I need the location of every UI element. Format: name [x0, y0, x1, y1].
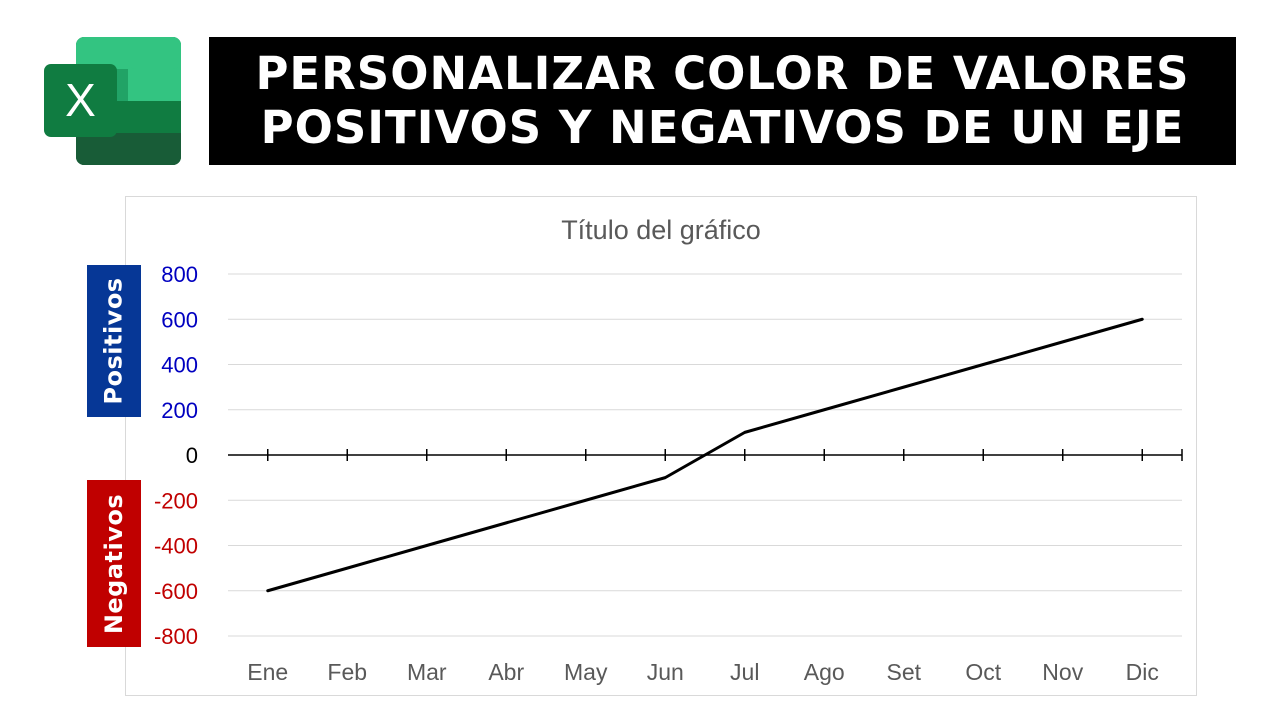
- x-axis-tick-labels: Ene Feb Mar Abr May Jun Jul Ago Set Oct Nov Dic: [247, 659, 1159, 685]
- y-tick-label: -800: [154, 624, 198, 649]
- negative-values-label: Negativos: [87, 480, 141, 647]
- x-tick-label: Jul: [730, 659, 759, 685]
- gridlines: [228, 273, 1182, 637]
- x-tick-label: Set: [886, 659, 921, 685]
- x-tick-label: Mar: [407, 659, 447, 685]
- x-tick-label: Nov: [1042, 659, 1083, 685]
- chart-title: Título del gráfico: [561, 215, 761, 245]
- logo-letter: X: [65, 74, 96, 126]
- positive-label-text: Positivos: [100, 277, 128, 405]
- y-tick-label: 600: [161, 307, 198, 332]
- series: [266, 317, 1144, 593]
- x-tick-label: Feb: [327, 659, 367, 685]
- x-tick-label: Ene: [247, 659, 288, 685]
- positive-values-label: Positivos: [87, 265, 141, 417]
- banner-title: PERSONALIZAR COLOR DE VALORES POSITIVOS …: [209, 37, 1236, 165]
- series-line: [266, 317, 1144, 593]
- y-tick-label: 0: [186, 443, 198, 468]
- y-tick-label: 200: [161, 398, 198, 423]
- x-tick-label: Ago: [804, 659, 845, 685]
- y-axis-tick-labels: 800 600 400 200 0 -200 -400 -600 -800: [154, 262, 198, 649]
- negative-label-text: Negativos: [100, 493, 129, 634]
- y-tick-label: -600: [154, 579, 198, 604]
- y-tick-label: -400: [154, 534, 198, 559]
- y-tick-label: -200: [154, 488, 198, 513]
- x-tick-label: Dic: [1126, 659, 1159, 685]
- chart-area[interactable]: [125, 196, 1197, 696]
- y-tick-label: 400: [161, 353, 198, 378]
- excel-logo-icon: X: [44, 37, 181, 165]
- x-tick-label: Abr: [488, 659, 524, 685]
- banner-line-2: POSITIVOS Y NEGATIVOS DE UN EJE: [260, 101, 1185, 154]
- x-tick-label: Oct: [965, 659, 1001, 685]
- y-tick-label: 800: [161, 262, 198, 287]
- banner-line-1: PERSONALIZAR COLOR DE VALORES: [255, 47, 1190, 100]
- x-tick-label: May: [564, 659, 608, 685]
- x-tick-label: Jun: [647, 659, 684, 685]
